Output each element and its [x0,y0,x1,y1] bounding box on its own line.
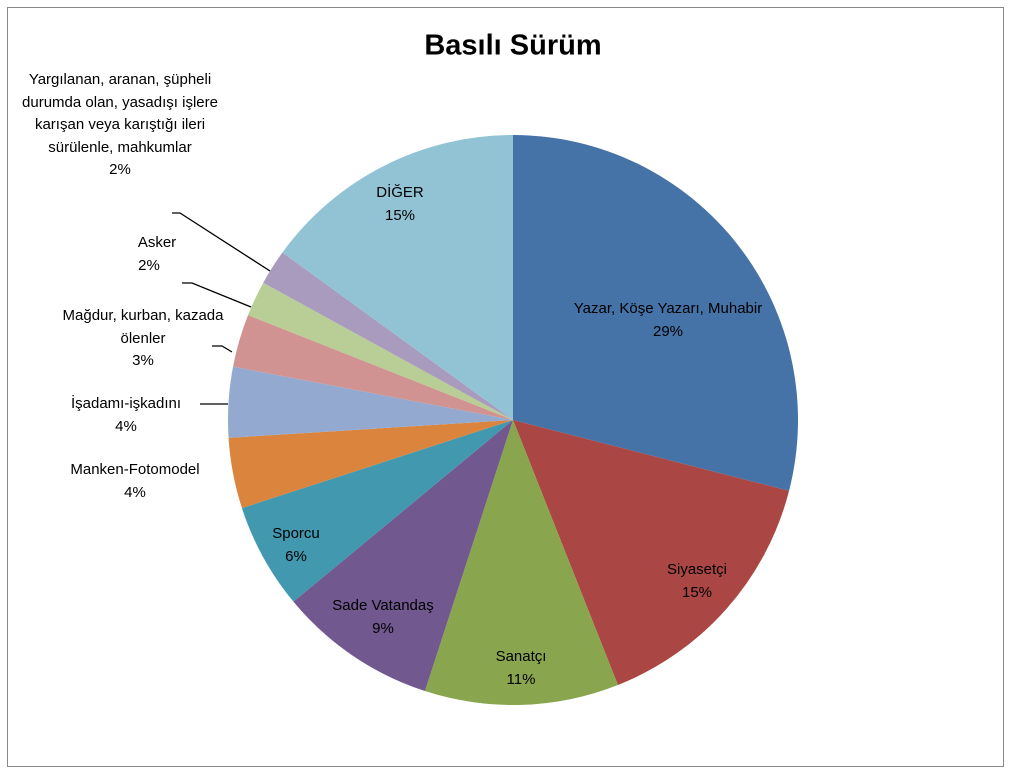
data-label: Manken-Fotomodel 4% [35,459,235,504]
category-label: Sade Vatandaş [332,597,434,614]
value-label: 2% [109,161,131,178]
pie-slice [513,135,798,491]
pie-slice [282,135,513,420]
data-label: Sade Vatandaş 9% [308,595,458,640]
data-label: Asker 2% [117,232,197,277]
pie-slice [228,420,513,509]
leader-line [172,212,271,272]
pie-slice [248,282,513,420]
pie-slice [424,420,618,706]
category-label: Asker [137,234,177,251]
value-label: 4% [124,483,146,501]
pie-slice [263,252,513,420]
data-label: Sanatçı 11% [461,646,581,691]
value-label: 2% [138,256,160,274]
category-label: İşadamı-işkadını [70,395,182,412]
value-label: 6% [285,547,307,565]
pie-slice [513,420,790,685]
category-label: Manken-Fotomodel [70,461,200,478]
category-label: DİĞER [376,184,424,201]
pie-slice [233,315,513,420]
value-label: 11% [506,670,536,688]
category-label: Sporcu [272,525,320,542]
data-label: Mağdur, kurban, kazada ölenler 3% [56,305,231,373]
data-label: İşadamı-işkadını 4% [46,393,206,438]
leader-line [212,345,233,353]
category-label: Sanatçı [495,648,547,665]
category-label: Yargılanan, aranan, şüpheli durumda olan… [22,71,218,156]
pie-slice [227,366,513,438]
data-label: Yazar, Köşe Yazarı, Muhabir 29% [568,298,768,343]
category-label: Mağdur, kurban, kazada ölenler [62,307,224,347]
value-label: 9% [372,619,394,637]
category-label: Yazar, Köşe Yazarı, Muhabir [573,300,763,317]
value-label: 15% [681,583,713,601]
data-label: DİĞER 15% [350,182,450,227]
value-label: 15% [384,206,416,224]
leader-lines [172,212,271,405]
leader-line [182,282,252,308]
data-label: Siyasetçi 15% [637,559,757,604]
value-label: 4% [115,417,137,435]
category-label: Siyasetçi [666,561,728,578]
chart-title: Basılı Sürüm [424,30,601,62]
data-label: Sporcu 6% [246,523,346,568]
pie-slice [293,420,513,692]
data-label: Yargılanan, aranan, şüpheli durumda olan… [13,69,228,182]
pie-slice [241,420,513,602]
value-label: 3% [132,352,154,369]
value-label: 29% [652,322,684,340]
